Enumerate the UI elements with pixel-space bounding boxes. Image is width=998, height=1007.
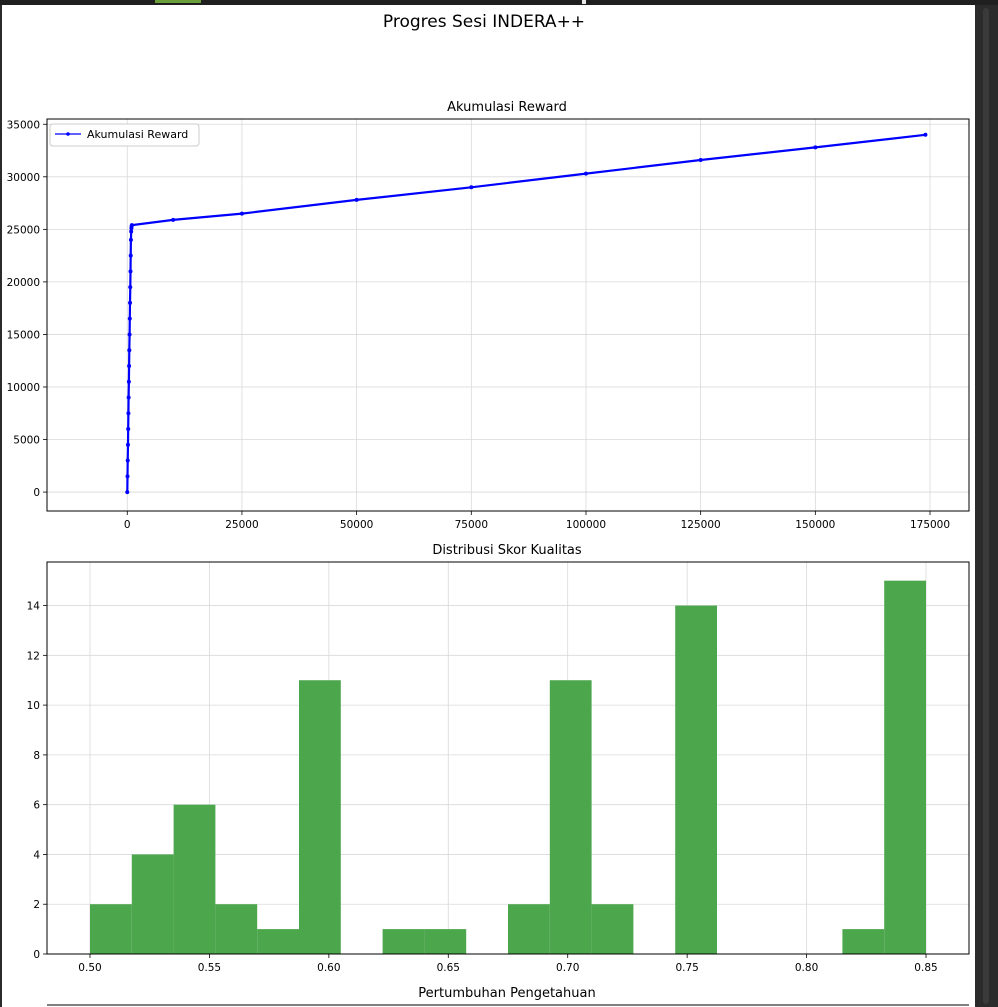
x-tick-label: 25000 [225,519,258,531]
histogram-bar [215,904,258,954]
reward-point [129,223,134,228]
reward-legend: Akumulasi Reward [49,123,200,147]
x-tick-label: 0.85 [914,962,937,974]
reward-point [125,490,130,495]
reward-point [126,411,131,416]
reward-point [583,171,588,176]
histogram-bar [842,929,885,954]
reward-chart: Akumulasi Reward 0 25000 50000 75000 100000 1… [7,100,970,531]
x-tick-label: 100000 [566,519,606,531]
reward-point [125,442,130,447]
histogram-bar [549,680,592,954]
reward-point [128,300,133,305]
y-tick-label: 0 [33,487,40,499]
reward-point [698,157,703,162]
reward-point [128,237,133,242]
histogram-bar [173,804,216,954]
x-tick-label: 0.70 [556,962,579,974]
y-tick-label: 6 [33,800,40,812]
reward-grid [47,119,969,511]
figure-canvas: Progres Sesi INDERA++ Akumulasi Reward 0… [2,5,975,1007]
x-tick-label: 0.65 [437,962,460,974]
x-tick-label: 50000 [340,519,373,531]
reward-point [923,132,928,137]
reward-series-line [126,133,926,493]
reward-point [128,269,133,274]
histogram-bar [257,929,299,954]
reward-y-ticks: 0 5000 10000 15000 20000 25000 30000 35000 [7,119,47,499]
reward-point [125,458,130,463]
reward-point [171,217,176,222]
y-tick-label: 15000 [7,329,40,341]
reward-point [469,185,474,190]
x-tick-label: 0.80 [795,962,818,974]
reward-point [127,316,132,321]
histogram-bar [424,929,467,954]
histogram-bar [298,680,341,954]
figure-title: Progres Sesi INDERA++ [383,12,585,32]
y-tick-label: 0 [33,949,40,961]
reward-x-ticks: 0 25000 50000 75000 100000 125000 150000 175000 [124,511,950,531]
quality-chart-frame [46,561,970,955]
reward-point [126,395,131,400]
y-tick-label: 35000 [7,119,40,131]
x-tick-label: 0.50 [78,962,101,974]
y-tick-label: 2 [33,899,40,911]
y-tick-label: 10 [27,700,40,712]
histogram-bar [382,929,425,954]
reward-point [813,145,818,150]
y-tick-label: 5000 [13,435,40,447]
quality-chart: Distribusi Skor Kualitas 0.50 0.55 0.60 0.6… [27,543,970,974]
reward-point [126,427,131,432]
x-tick-label: 0.75 [675,962,698,974]
x-tick-label: 75000 [455,519,488,531]
x-tick-label: 0.55 [198,962,221,974]
quality-bars [89,580,927,954]
histogram-bar [89,904,132,954]
y-tick-label: 4 [33,849,40,861]
quality-x-ticks: 0.50 0.55 0.60 0.65 0.70 0.75 0.80 0.85 [78,954,938,974]
window-top-bar [0,0,998,5]
x-tick-label: 125000 [681,519,721,531]
x-tick-label: 0 [124,519,131,531]
y-tick-label: 14 [27,601,41,613]
y-tick-label: 20000 [7,277,40,289]
histogram-bar [508,904,550,954]
reward-point [126,379,131,384]
legend-marker [66,132,70,136]
quality-chart-title: Distribusi Skor Kualitas [432,543,582,558]
scrollbar-thumb[interactable] [983,8,989,1004]
y-tick-label: 30000 [7,172,40,184]
reward-point [127,348,132,353]
histogram-bar [591,904,634,954]
figure-svg: Progres Sesi INDERA++ Akumulasi Reward 0… [7,12,970,1006]
reward-chart-frame [46,118,970,512]
reward-point [129,229,134,234]
knowledge-chart-title: Pertumbuhan Pengetahuan [418,986,595,1001]
histogram-bar [884,580,927,954]
legend-box [49,123,200,147]
y-tick-label: 12 [27,650,40,662]
y-tick-label: 10000 [7,382,40,394]
x-tick-label: 0.60 [317,962,340,974]
quality-y-ticks: 0 2 4 6 8 10 12 14 [27,601,47,961]
histogram-bar [131,854,174,954]
histogram-bar [675,605,718,954]
reward-point [127,332,132,337]
x-tick-label: 150000 [795,519,835,531]
reward-point [239,211,244,216]
active-tab-indicator [155,0,201,3]
legend-label: Akumulasi Reward [87,128,188,141]
reward-series [125,132,928,495]
y-tick-label: 25000 [7,224,40,236]
reward-point [128,285,133,290]
reward-point [128,253,133,258]
reward-point [127,363,132,368]
reward-point [354,197,359,202]
reward-chart-title: Akumulasi Reward [447,100,567,115]
reward-point [125,474,130,479]
y-tick-label: 8 [33,750,40,762]
x-tick-label: 175000 [910,519,950,531]
top-marker [582,0,586,4]
